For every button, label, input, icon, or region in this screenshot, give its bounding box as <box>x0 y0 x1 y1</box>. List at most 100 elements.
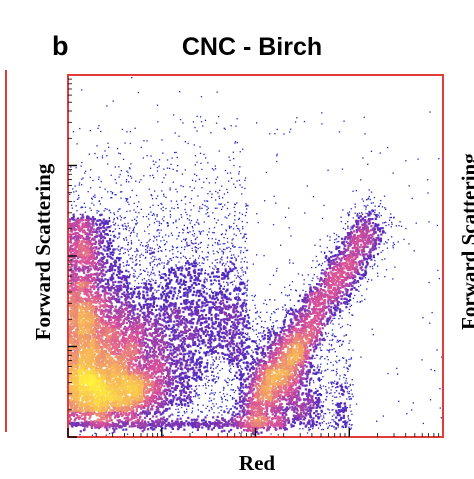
scatter-point <box>290 289 291 290</box>
scatter-point <box>154 214 155 215</box>
scatter-point <box>198 394 199 395</box>
scatter-point <box>333 318 334 319</box>
scatter-point <box>185 420 187 422</box>
scatter-point <box>202 316 204 318</box>
scatter-point <box>255 312 256 313</box>
scatter-point <box>243 407 245 409</box>
scatter-point <box>189 202 190 203</box>
scatter-point <box>229 213 230 214</box>
scatter-point <box>206 200 207 201</box>
scatter-point <box>126 171 127 172</box>
scatter-point <box>216 275 218 277</box>
scatter-point <box>106 105 107 106</box>
scatter-point <box>351 427 352 428</box>
scatter-point <box>177 204 178 205</box>
scatter-point <box>214 265 215 266</box>
scatter-point <box>216 376 217 377</box>
scatter-point <box>276 155 277 156</box>
scatter-point <box>343 417 345 419</box>
scatter-point <box>199 265 200 266</box>
scatter-point <box>247 268 248 269</box>
scatter-point <box>347 371 348 372</box>
scatter-point <box>234 281 235 282</box>
scatter-point <box>348 349 349 350</box>
scatter-point <box>281 292 282 293</box>
scatter-point <box>320 356 321 357</box>
scatter-point <box>109 239 111 241</box>
scatter-point <box>134 280 135 281</box>
scatter-point <box>175 380 177 382</box>
scatter-point <box>316 372 318 374</box>
scatter-point <box>232 284 233 285</box>
scatter-point <box>246 309 247 310</box>
scatter-point <box>300 418 302 420</box>
scatter-point <box>256 352 258 354</box>
scatter-point <box>164 265 165 266</box>
scatter-point <box>192 355 194 357</box>
scatter-point <box>366 263 368 265</box>
scatter-point <box>120 185 121 186</box>
scatter-point <box>271 313 272 314</box>
scatter-point <box>234 257 235 258</box>
scatter-point <box>71 205 72 206</box>
scatter-point <box>256 213 257 214</box>
scatter-point <box>177 295 178 296</box>
scatter-point <box>227 261 228 262</box>
scatter-point <box>242 258 243 259</box>
scatter-point <box>182 354 184 356</box>
scatter-point <box>349 396 350 397</box>
scatter-point <box>248 338 250 340</box>
scatter-point <box>195 164 196 165</box>
scatter-point <box>114 214 115 215</box>
scatter-point <box>109 218 110 219</box>
scatter-point <box>292 281 293 282</box>
scatter-point <box>159 232 160 233</box>
scatter-point <box>173 182 174 183</box>
scatter-point <box>154 282 156 284</box>
scatter-point <box>194 233 195 234</box>
scatter-point <box>197 195 198 196</box>
scatter-point <box>225 345 227 347</box>
scatter-point <box>161 190 162 191</box>
scatter-point <box>153 213 154 214</box>
scatter-point <box>222 264 223 265</box>
scatter-point <box>398 401 399 402</box>
scatter-point <box>339 378 340 379</box>
scatter-point <box>227 238 228 239</box>
scatter-point <box>361 212 362 213</box>
scatter-point <box>125 198 126 199</box>
scatter-point <box>327 336 328 337</box>
scatter-point <box>177 257 178 258</box>
scatter-point <box>204 259 205 260</box>
scatter-point <box>378 247 379 248</box>
scatter-point <box>222 417 224 419</box>
scatter-point <box>332 339 333 340</box>
scatter-point <box>337 247 339 249</box>
scatter-point <box>246 295 247 296</box>
scatter-point <box>255 348 257 350</box>
scatter-point <box>94 153 95 154</box>
scatter-point <box>345 229 346 230</box>
scatter-point <box>204 205 205 206</box>
scatter-point <box>267 335 269 337</box>
scatter-point <box>229 332 231 334</box>
scatter-point <box>147 308 149 310</box>
scatter-point <box>168 325 170 327</box>
scatter-point <box>195 155 196 156</box>
scatter-point <box>223 411 225 413</box>
scatter-point <box>357 213 358 214</box>
scatter-point <box>268 345 270 347</box>
scatter-point <box>214 218 215 219</box>
scatter-point <box>123 253 124 254</box>
scatter-point <box>202 296 204 298</box>
scatter-point <box>243 318 245 320</box>
scatter-point <box>240 371 242 373</box>
scatter-point <box>230 340 232 342</box>
scatter-point <box>173 303 175 305</box>
scatter-point <box>209 228 210 229</box>
scatter-point <box>159 318 161 320</box>
scatter-point <box>171 420 173 422</box>
scatter-point <box>283 133 284 134</box>
scatter-point <box>305 301 307 303</box>
scatter-point <box>322 405 324 407</box>
